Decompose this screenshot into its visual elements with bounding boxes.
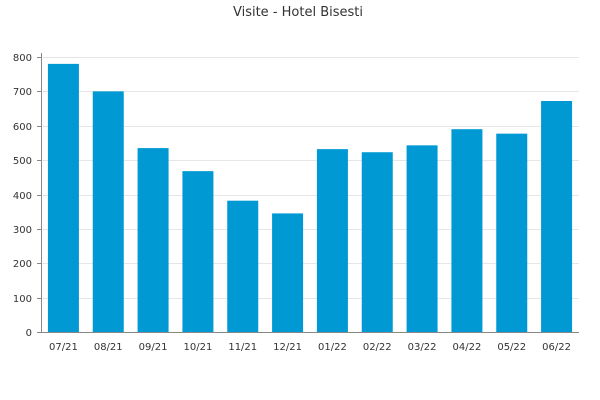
x-tick-label: 04/22	[453, 342, 482, 353]
x-tick-label: 11/21	[228, 342, 257, 353]
bar-08-21	[92, 91, 124, 332]
y-tick-label: 500	[13, 156, 32, 167]
y-tick-label: 200	[13, 259, 32, 270]
y-tick-label: 600	[13, 122, 32, 133]
chart-title: Visite - Hotel Bisesti	[233, 5, 363, 20]
y-tick-label: 300	[13, 225, 32, 236]
y-axis-ticks: 0 100 200 300 400 500 600 700 800	[13, 53, 41, 339]
y-tick-label: 700	[13, 87, 32, 98]
bar-09-21	[137, 148, 169, 332]
x-tick-label: 02/22	[363, 342, 392, 353]
x-tick-label: 06/22	[542, 342, 571, 353]
bar-10-21	[182, 171, 214, 332]
x-tick-label: 07/21	[49, 342, 78, 353]
y-tick-label: 400	[13, 191, 32, 202]
bar-02-22	[361, 152, 393, 332]
y-tick-label: 800	[13, 53, 32, 64]
x-tick-label: 03/22	[408, 342, 437, 353]
bar-03-22	[406, 145, 438, 332]
bar-11-21	[227, 200, 259, 332]
bar-06-22	[541, 101, 573, 332]
x-tick-label: 12/21	[273, 342, 302, 353]
y-tick-label: 100	[13, 294, 32, 305]
bar-04-22	[451, 129, 483, 332]
bar-12-21	[272, 213, 304, 332]
bar-01-22	[316, 149, 348, 332]
y-tick-label: 0	[26, 328, 32, 339]
x-tick-label: 01/22	[318, 342, 347, 353]
x-tick-label: 09/21	[139, 342, 168, 353]
grid-lines	[41, 57, 579, 299]
x-axis-ticks: 07/21 08/21 09/21 10/21 11/21 12/21 01/22 02/22…	[49, 342, 571, 353]
x-tick-label: 08/21	[94, 342, 123, 353]
bar-05-22	[496, 133, 528, 332]
bars	[47, 63, 573, 332]
x-tick-label: 05/22	[497, 342, 526, 353]
x-tick-label: 10/21	[184, 342, 213, 353]
bar-07-21	[47, 63, 79, 332]
axes	[41, 53, 579, 333]
